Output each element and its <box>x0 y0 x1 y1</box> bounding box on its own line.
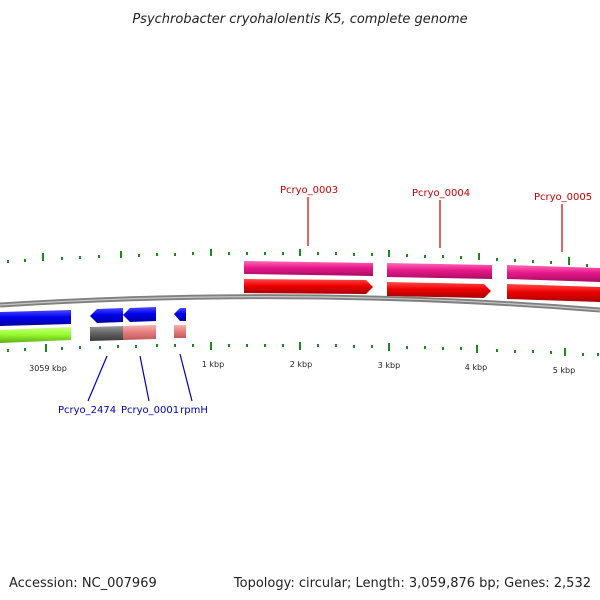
forward-cds-track <box>244 279 600 302</box>
bottom-leader-lines <box>87 353 193 402</box>
feature-bar-pcryo-0001[interactable] <box>123 325 156 340</box>
map-title: Psychrobacter cryohalolentis K5, complet… <box>132 12 467 27</box>
feature-bar-gray[interactable] <box>90 326 123 341</box>
feature-bar-pcryo-0005[interactable] <box>507 265 600 282</box>
leader-line <box>139 355 150 402</box>
scale-label-4-kbp: 4 kbp <box>465 363 487 372</box>
cds-arrow-pcryo-2474-part[interactable] <box>90 308 123 323</box>
scale-label-3059-kbp: 3059 kbp <box>29 364 67 373</box>
scale-labels: 3059 kbp 1 kbp 2 kbp 3 kbp 4 kbp 5 kbp <box>29 360 575 375</box>
inner-tick-marks <box>7 342 599 356</box>
forward-feature-track <box>244 261 600 282</box>
cds-arrow-rpmh[interactable] <box>174 308 186 321</box>
cds-arrow-pcryo-0005[interactable] <box>507 284 600 302</box>
cds-arrow-pcryo-0003[interactable] <box>244 279 373 294</box>
gene-label-rpmh[interactable]: rpmH <box>180 405 208 416</box>
gene-label-pcryo-0004[interactable]: Pcryo_0004 <box>412 188 470 199</box>
accession-text: Accession: NC_007969 <box>9 576 157 591</box>
feature-bar-pcryo-2474[interactable] <box>0 327 71 343</box>
backbone-inner <box>0 296 600 311</box>
scale-label-1-kbp: 1 kbp <box>202 360 224 369</box>
feature-bar-pcryo-0003[interactable] <box>244 261 373 276</box>
feature-bar-rpmh[interactable] <box>174 325 186 338</box>
leader-line <box>87 355 108 402</box>
gene-label-pcryo-0005[interactable]: Pcryo_0005 <box>534 192 592 203</box>
leader-line <box>179 353 193 402</box>
reverse-cds-track <box>0 307 186 326</box>
topology-text: Topology: circular; Length: 3,059,876 bp… <box>233 576 591 591</box>
outer-tick-marks <box>7 249 588 267</box>
feature-bar-pcryo-0004[interactable] <box>387 263 492 279</box>
scale-label-2-kbp: 2 kbp <box>290 360 312 369</box>
gene-label-pcryo-0003[interactable]: Pcryo_0003 <box>280 185 338 196</box>
genome-backbone <box>0 294 600 313</box>
cds-arrow-pcryo-0004[interactable] <box>387 282 491 298</box>
cds-arrow-pcryo-2474[interactable] <box>0 310 71 326</box>
gene-label-pcryo-2474[interactable]: Pcryo_2474 <box>58 405 116 416</box>
gene-label-pcryo-0001[interactable]: Pcryo_0001 <box>121 405 179 416</box>
top-gene-labels: Pcryo_0003 Pcryo_0004 Pcryo_0005 <box>280 185 592 203</box>
scale-label-5-kbp: 5 kbp <box>553 366 575 375</box>
cds-arrow-pcryo-0001[interactable] <box>123 307 156 322</box>
scale-label-3-kbp: 3 kbp <box>378 361 400 370</box>
top-leader-lines <box>307 197 563 252</box>
reverse-feature-track <box>0 325 186 343</box>
bottom-gene-labels: Pcryo_2474 Pcryo_0001 rpmH <box>58 405 208 416</box>
